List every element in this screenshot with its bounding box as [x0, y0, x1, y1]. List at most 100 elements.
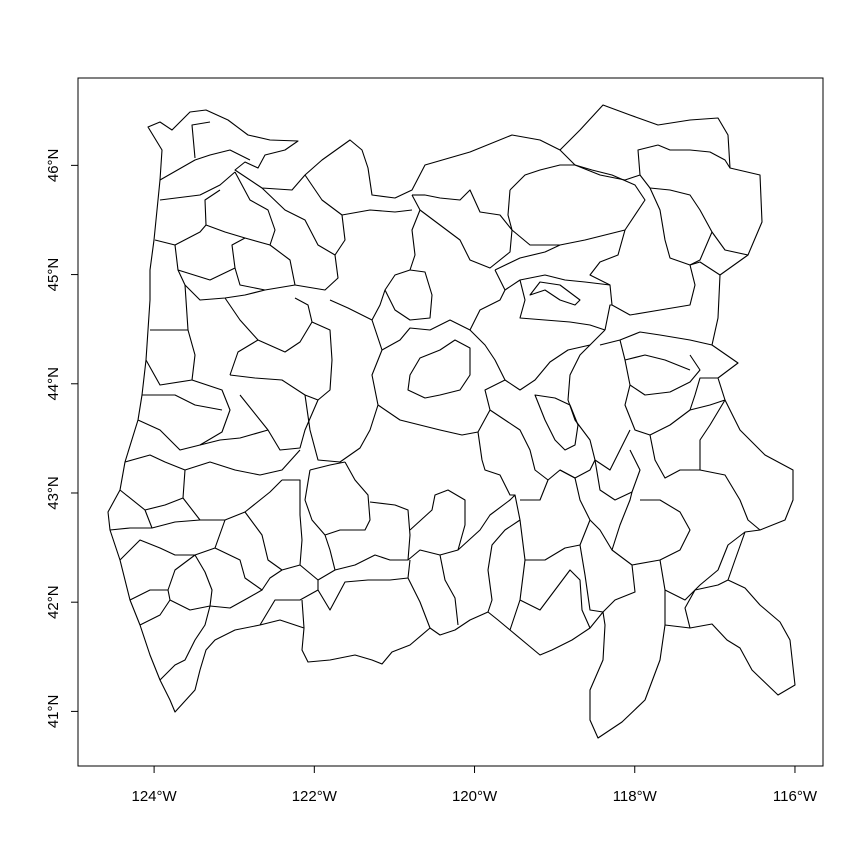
region-boundary [177, 269, 266, 301]
region-boundary [205, 171, 276, 246]
x-tick-label: 122°W [292, 788, 338, 805]
x-tick-label: 118°W [613, 788, 658, 805]
region-boundary [494, 244, 561, 271]
region-boundary [239, 394, 319, 451]
region-boundary [334, 501, 411, 571]
region-boundary [224, 297, 313, 353]
region-boundary [209, 589, 263, 609]
region-boundary [511, 164, 646, 246]
region-boundary [129, 554, 196, 601]
region-boundary [261, 174, 346, 256]
region-boundary [519, 279, 606, 331]
region-boundary [574, 144, 659, 181]
region-boundary [659, 559, 666, 625]
region-boundary [664, 531, 746, 601]
x-tick-label: 116°W [773, 788, 818, 805]
region-boundary [649, 434, 761, 531]
region-boundary [604, 304, 612, 331]
region-boundary [534, 394, 579, 451]
region-boundary [489, 409, 549, 481]
region-boundary [182, 479, 283, 521]
region-boundary [184, 449, 301, 476]
region-boundary [191, 121, 211, 159]
y-tick-label: 46°N [45, 149, 62, 183]
region-boundary [234, 267, 296, 291]
region-boundary [137, 419, 269, 451]
region-boundary [624, 377, 718, 436]
region-boundary [341, 209, 413, 216]
region-boundary [509, 149, 576, 191]
region-boundary [567, 344, 631, 471]
region-boundary [159, 171, 236, 201]
region-boundary [594, 449, 641, 501]
region-boundary [144, 509, 201, 529]
region-boundary [324, 461, 371, 536]
x-tick-label: 124°W [132, 788, 178, 805]
region-boundary [145, 329, 196, 386]
region-boundary [439, 554, 459, 626]
region-boundary [159, 149, 251, 181]
region-boundary [631, 499, 691, 566]
region-boundary [109, 527, 152, 531]
region-boundary [519, 569, 591, 629]
region-boundary [619, 339, 701, 396]
y-tick-label: 41°N [45, 695, 62, 729]
region-boundary [520, 469, 591, 561]
region-boundary [159, 605, 211, 681]
region-boundary [457, 494, 521, 613]
region-boundary [624, 354, 691, 371]
region-boundary [684, 579, 729, 629]
region-boundary [589, 229, 696, 316]
region-boundary [142, 394, 223, 411]
y-tick-label: 42°N [45, 585, 62, 619]
region-boundary [154, 224, 207, 246]
region-boundary [509, 519, 526, 631]
region-boundary [169, 554, 213, 611]
region-boundary [559, 459, 596, 479]
region-boundary [304, 299, 383, 463]
region-boundary [299, 469, 336, 581]
region-boundary [381, 269, 506, 351]
y-tick-label: 43°N [45, 476, 62, 510]
region-boundary [611, 491, 633, 551]
region-boundary [150, 284, 189, 331]
region-boundary [119, 519, 226, 561]
region-boundary [507, 189, 513, 231]
region-boundary [657, 144, 731, 169]
region-boundary [139, 589, 171, 626]
region-boundary [317, 559, 411, 611]
plot-frame [77, 77, 824, 767]
y-tick-label: 45°N [45, 258, 62, 292]
x-tick-label: 120°W [452, 788, 498, 805]
region-boundary [204, 189, 221, 226]
region-boundary [419, 189, 513, 269]
region-boundary [504, 329, 606, 391]
region-boundary [371, 194, 421, 321]
region-boundary [214, 547, 283, 591]
region-boundary [529, 281, 581, 306]
region-boundary [689, 261, 721, 276]
region-boundary [191, 379, 231, 446]
region-boundary [699, 399, 726, 470]
region-boundary [407, 489, 466, 561]
region-boundary [259, 580, 319, 626]
region-boundary [579, 519, 636, 613]
region-boundary [229, 321, 333, 401]
region-boundary [384, 269, 433, 321]
y-axis: 41°N 42°N 43°N 44°N 45°N 46°N [45, 149, 78, 729]
region-boundary [689, 399, 726, 411]
region-boundary [229, 339, 259, 376]
outer-boundary [107, 104, 796, 739]
region-boundary [504, 274, 611, 291]
region-boundary [244, 479, 303, 571]
region-boundary [639, 174, 749, 256]
region-boundary [309, 461, 346, 471]
region-boundary [407, 577, 431, 629]
region-boundary [174, 237, 246, 281]
region-boundary [119, 454, 186, 511]
region-boundary [599, 331, 713, 346]
region-boundary [407, 339, 471, 399]
region-boundary [477, 431, 515, 496]
region-boundary [377, 329, 506, 436]
